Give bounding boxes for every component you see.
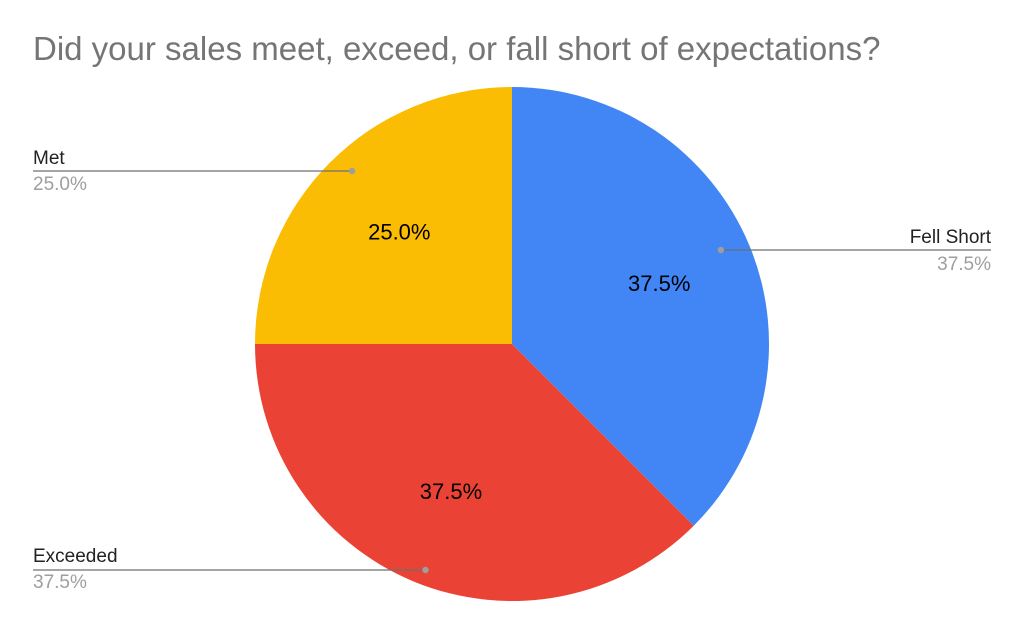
pie-slice-exceeded — [254, 344, 694, 602]
pie-slice-met — [255, 87, 512, 344]
external-label-name-fell-short: Fell Short — [910, 227, 992, 248]
leader-dot-met — [348, 167, 356, 175]
slice-value-label-fell-short: 37.5% — [628, 271, 690, 296]
external-label-name-exceeded: Exceeded — [33, 546, 118, 567]
slice-value-label-exceeded: 37.5% — [420, 479, 482, 504]
external-label-percent-fell-short: 37.5% — [937, 254, 991, 275]
chart-title: Did your sales meet, exceed, or fall sho… — [33, 30, 880, 67]
external-label-percent-exceeded: 37.5% — [33, 572, 87, 593]
external-labels: Fell Short 37.5% Exceeded 37.5% Met 25.0% — [33, 148, 992, 593]
leader-dot-exceeded — [422, 566, 429, 574]
external-label-name-met: Met — [33, 148, 65, 169]
pie-slice-fell-short — [512, 86, 770, 526]
external-label-percent-met: 25.0% — [33, 174, 87, 195]
slice-value-labels: 37.5% 37.5% 25.0% — [368, 219, 690, 504]
leader-dot-fell-short — [717, 246, 725, 254]
slice-value-label-met: 25.0% — [368, 219, 430, 244]
pie-slices — [254, 86, 770, 602]
